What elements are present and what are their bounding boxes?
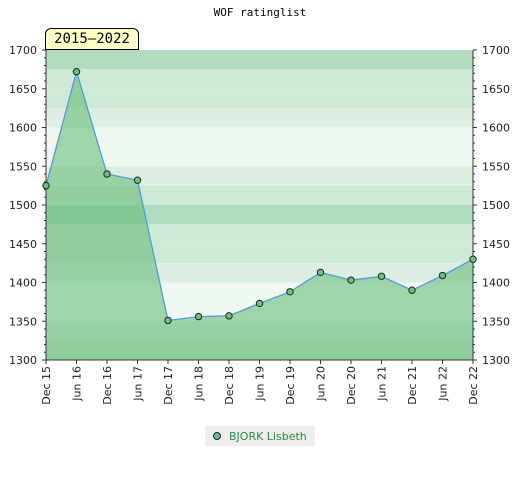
- data-point: [103, 170, 111, 178]
- data-point: [438, 271, 447, 280]
- y-tick-label-right: 1700: [482, 44, 510, 57]
- period-badge: 2015–2022: [45, 28, 139, 50]
- x-tick-label: Dec 17: [162, 366, 175, 405]
- data-point: [347, 276, 355, 284]
- band: [46, 108, 473, 128]
- y-tick-label-left: 1400: [9, 277, 37, 290]
- y-tick-label-right: 1500: [482, 199, 510, 212]
- x-tick-label: Dec 20: [345, 366, 358, 405]
- data-point: [42, 181, 50, 190]
- x-tick-label: Dec 22: [467, 366, 480, 405]
- y-tick-label-left: 1350: [9, 315, 37, 328]
- y-tick-label-left: 1450: [9, 238, 37, 251]
- axes: 1300 1300 1350 1350 1400 1400 1450 1450 1500 1500…: [9, 44, 510, 405]
- band: [46, 205, 473, 225]
- x-tick-label: Dec 18: [223, 366, 236, 405]
- data-point: [255, 299, 264, 308]
- y-tick-label-left: 1700: [9, 44, 37, 57]
- band: [46, 224, 473, 244]
- y-tick-label-right: 1600: [482, 122, 510, 135]
- x-tick-label: Jun 17: [132, 366, 145, 402]
- y-tick-label-right: 1350: [482, 315, 510, 328]
- y-tick-label-right: 1400: [482, 277, 510, 290]
- x-tick-label: Jun 16: [71, 366, 84, 402]
- y-tick-label-right: 1450: [482, 238, 510, 251]
- band: [46, 127, 473, 147]
- band: [46, 88, 473, 109]
- x-tick-label: Dec 16: [101, 366, 114, 405]
- band: [46, 166, 473, 186]
- band: [46, 69, 473, 89]
- x-tick-label: Jun 19: [254, 366, 267, 402]
- data-point: [164, 316, 172, 325]
- chart-title: WOF ratinglist: [213, 6, 307, 19]
- band: [46, 185, 473, 205]
- data-point: [408, 286, 416, 294]
- y-tick-label-left: 1550: [9, 160, 37, 173]
- x-tick-label: Jun 22: [437, 366, 450, 402]
- x-tick-label: Dec 19: [284, 366, 297, 405]
- legend-label: BJORK Lisbeth: [229, 429, 307, 443]
- data-point: [286, 288, 294, 296]
- x-tick-label: Dec 15: [40, 366, 53, 405]
- legend[interactable]: BJORK Lisbeth: [205, 426, 315, 446]
- y-tick-label-left: 1300: [9, 354, 37, 367]
- legend-marker-icon: [213, 432, 221, 440]
- band: [46, 146, 473, 167]
- data-point: [377, 272, 386, 280]
- x-tick-label: Jun 21: [376, 366, 389, 402]
- data-point: [72, 68, 81, 76]
- data-point: [194, 312, 203, 321]
- band: [46, 50, 473, 70]
- y-tick-label-left: 1600: [9, 122, 37, 135]
- data-point: [316, 268, 325, 277]
- series-area: [46, 71, 473, 360]
- y-tick-label-right: 1650: [482, 83, 510, 96]
- x-tick-label: Jun 20: [315, 366, 328, 402]
- data-point: [133, 176, 142, 184]
- x-tick-label: Jun 18: [193, 366, 206, 402]
- y-tick-label-left: 1650: [9, 83, 37, 96]
- points-layer: [42, 68, 477, 325]
- data-point: [469, 255, 477, 263]
- y-tick-label-right: 1550: [482, 160, 510, 173]
- x-tick-label: Dec 21: [406, 366, 419, 405]
- y-tick-label-left: 1500: [9, 199, 37, 212]
- data-point: [225, 312, 233, 320]
- y-tick-label-right: 1300: [482, 354, 510, 367]
